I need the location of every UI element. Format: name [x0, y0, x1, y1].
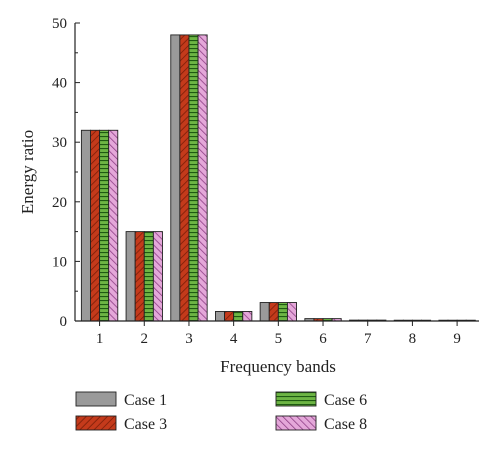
bar-case-6-band-4 [233, 311, 244, 322]
legend: Case 1 Case 3 Case 6 Case 8 [75, 391, 367, 433]
bar-case-1-band-1 [80, 129, 91, 322]
bar-case-8-band-2 [152, 231, 163, 322]
y-tick-label: 40 [52, 76, 67, 92]
bar-case-3-band-1 [90, 129, 101, 322]
bar-case-3-band-2 [134, 231, 145, 322]
y-tick-label: 0 [60, 314, 68, 330]
bar-case-8-band-3 [197, 34, 208, 322]
bar-case-6-band-5 [277, 302, 288, 322]
x-tick-label: 2 [141, 331, 149, 347]
axes-layer: 0 10 20 30 40 50 1 2 3 4 5 6 7 8 9 [52, 16, 479, 347]
x-tick-label: 1 [96, 331, 104, 347]
bar-case-8-band-5 [286, 302, 297, 322]
bar-case-3-band-3 [179, 34, 190, 322]
bar-case-8-band-1 [108, 129, 119, 322]
bar-case-3-band-4 [224, 311, 235, 322]
bar-case-1-band-5 [259, 302, 270, 322]
bar-case-1-band-2 [125, 231, 136, 322]
bar-case-6-band-2 [143, 231, 154, 322]
x-tick-label: 9 [453, 331, 461, 347]
y-tick-label: 50 [52, 16, 67, 32]
bars-layer [80, 34, 476, 322]
y-tick-label: 10 [52, 254, 67, 270]
x-tick-label: 7 [364, 331, 372, 347]
bar-case-1-band-3 [170, 34, 181, 322]
bar-case-6-band-3 [188, 34, 199, 322]
legend-swatch-case-6 [275, 391, 317, 407]
x-tick-label: 6 [319, 331, 327, 347]
legend-swatch-case-3 [75, 415, 117, 431]
x-tick-label: 5 [275, 331, 283, 347]
y-tick-label: 30 [52, 135, 67, 151]
x-tick-label: 3 [185, 331, 193, 347]
legend-label-case-3: Case 3 [124, 416, 167, 433]
legend-label-case-8: Case 8 [324, 416, 367, 433]
x-tick-label: 8 [409, 331, 417, 347]
legend-swatch-case-8 [275, 415, 317, 431]
legend-label-case-6: Case 6 [324, 392, 367, 409]
legend-label-case-1: Case 1 [124, 392, 167, 409]
legend-swatch-case-1 [75, 391, 117, 407]
x-axis-title: Frequency bands [220, 357, 336, 376]
x-tick-label: 4 [230, 331, 238, 347]
bar-case-8-band-4 [242, 311, 253, 322]
y-tick-label: 20 [52, 195, 67, 211]
bar-case-6-band-1 [99, 129, 110, 322]
y-axis-title: Energy ratio [18, 130, 37, 214]
bar-case-3-band-5 [268, 302, 279, 322]
bar-case-1-band-4 [215, 311, 226, 322]
